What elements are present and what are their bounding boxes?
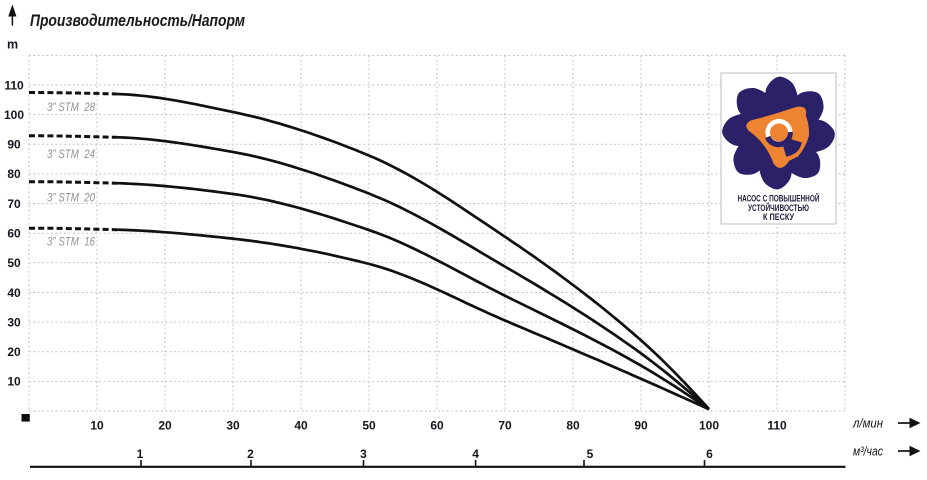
svg-text:3: 3 — [360, 447, 367, 461]
svg-text:20: 20 — [158, 419, 172, 433]
svg-text:100: 100 — [4, 108, 24, 122]
svg-text:80: 80 — [7, 167, 21, 181]
svg-text:3” STM 28: 3” STM 28 — [47, 102, 95, 114]
svg-text:100: 100 — [699, 419, 719, 433]
svg-text:30: 30 — [226, 419, 240, 433]
svg-text:6: 6 — [706, 447, 713, 461]
svg-text:90: 90 — [634, 419, 648, 433]
svg-text:4: 4 — [472, 447, 479, 461]
svg-text:40: 40 — [294, 419, 308, 433]
svg-text:л/мин: л/мин — [852, 415, 883, 430]
svg-text:5: 5 — [587, 447, 594, 461]
svg-text:50: 50 — [362, 419, 376, 433]
svg-text:К ПЕСКУ: К ПЕСКУ — [763, 212, 794, 222]
svg-text:3” STM 24: 3” STM 24 — [47, 149, 95, 161]
svg-text:40: 40 — [7, 286, 21, 300]
svg-text:60: 60 — [430, 419, 444, 433]
svg-text:3” STM 20: 3” STM 20 — [47, 192, 95, 204]
svg-text:10: 10 — [90, 419, 104, 433]
svg-text:50: 50 — [7, 256, 21, 270]
svg-text:110: 110 — [767, 419, 787, 433]
svg-text:70: 70 — [7, 197, 21, 211]
svg-text:10: 10 — [7, 375, 21, 389]
svg-text:80: 80 — [566, 419, 580, 433]
svg-text:м³/час: м³/час — [853, 443, 883, 458]
svg-text:30: 30 — [7, 315, 21, 329]
svg-text:НАСОС С ПОВЫШЕННОЙ: НАСОС С ПОВЫШЕННОЙ — [738, 193, 820, 204]
svg-text:3” STM 16: 3” STM 16 — [47, 237, 95, 249]
svg-text:90: 90 — [7, 138, 21, 152]
svg-text:70: 70 — [498, 419, 512, 433]
svg-text:60: 60 — [7, 227, 21, 241]
svg-text:m: m — [7, 37, 18, 51]
svg-text:2: 2 — [247, 447, 254, 461]
svg-text:УСТОЙЧИВОСТЬЮ: УСТОЙЧИВОСТЬЮ — [748, 202, 809, 213]
svg-text:1: 1 — [137, 447, 144, 461]
svg-text:Производительность/Напорм: Производительность/Напорм — [30, 12, 245, 30]
svg-text:20: 20 — [7, 345, 21, 359]
svg-text:110: 110 — [4, 78, 24, 92]
